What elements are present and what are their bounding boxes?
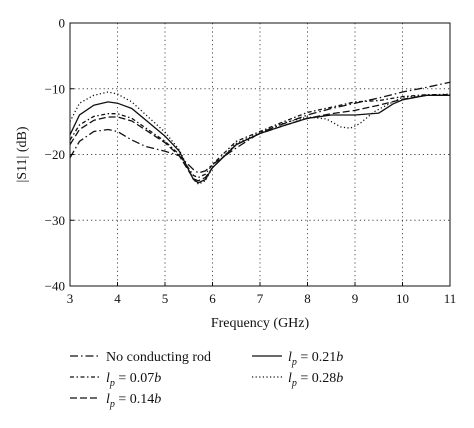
legend: No conducting rod lp = 0.07b lp = 0.14b lp … <box>70 350 343 410</box>
y-tick-label: 0 <box>59 16 66 31</box>
x-axis-label: Frequency (GHz) <box>211 316 310 331</box>
legend-label-1: No conducting rod <box>106 350 211 365</box>
x-tick-label: 4 <box>114 291 121 306</box>
series-layer <box>69 81 451 185</box>
x-tick-label: 5 <box>162 291 169 306</box>
y-tick-label: −30 <box>45 213 65 228</box>
x-tick-label: 7 <box>257 291 264 306</box>
series-line-3 <box>69 94 450 182</box>
legend-label-3: lp = 0.14b <box>106 392 161 410</box>
series-line-2 <box>69 94 450 179</box>
x-tick-label: 11 <box>444 291 457 306</box>
legend-label-2: lp = 0.07b <box>106 371 161 389</box>
grid <box>70 23 450 286</box>
x-tick-label: 6 <box>209 291 216 306</box>
x-tick-label: 9 <box>352 291 359 306</box>
legend-label-4: lp = 0.21b <box>288 350 343 368</box>
x-tick-label: 8 <box>304 291 311 306</box>
y-tick-label: −40 <box>45 279 65 294</box>
y-tick-label: −20 <box>45 147 65 162</box>
series-line-4 <box>69 94 450 184</box>
tick-labels: 3 4 5 6 7 8 9 10 11 0 −10 −20 −30 −40 <box>45 16 457 307</box>
y-tick-label: −10 <box>45 81 65 96</box>
y-axis-label: |S11| (dB) <box>15 126 30 182</box>
series-line-1 <box>69 81 451 174</box>
legend-label-5: lp = 0.28b <box>288 371 343 389</box>
x-tick-label: 10 <box>396 291 409 306</box>
x-tick-label: 3 <box>67 291 74 306</box>
